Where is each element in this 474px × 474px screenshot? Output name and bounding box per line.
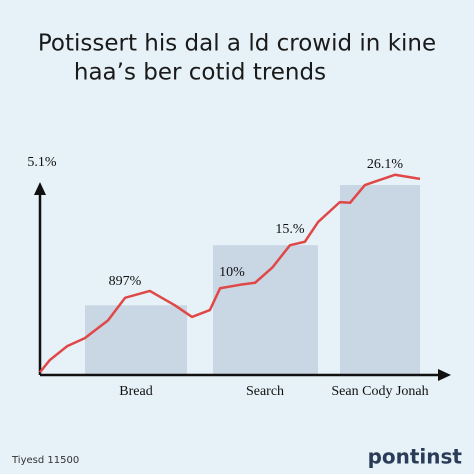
x-tick-label: Bread xyxy=(119,384,152,399)
bar xyxy=(213,245,318,375)
y-axis-label: 5.1% xyxy=(27,155,57,170)
y-axis-arrow xyxy=(34,182,46,195)
x-axis-arrow xyxy=(438,369,451,381)
x-tick-label: Sean Cody Jonah xyxy=(331,384,428,399)
line xyxy=(39,173,421,374)
annotation: 26.1% xyxy=(367,157,404,172)
chart-title: Potissert his dal a ld crowid in kine xyxy=(38,31,436,57)
annotation: 15.% xyxy=(275,222,305,237)
brand: pontinst xyxy=(368,445,463,469)
bar xyxy=(85,305,187,375)
chart-title: haa’s ber cotid trends xyxy=(74,60,326,86)
annotation: 897% xyxy=(109,274,142,289)
footer: Tiyesd 11500 xyxy=(11,455,79,466)
bar xyxy=(340,185,420,375)
x-tick-label: Search xyxy=(246,384,284,399)
annotation: 10% xyxy=(219,265,245,280)
